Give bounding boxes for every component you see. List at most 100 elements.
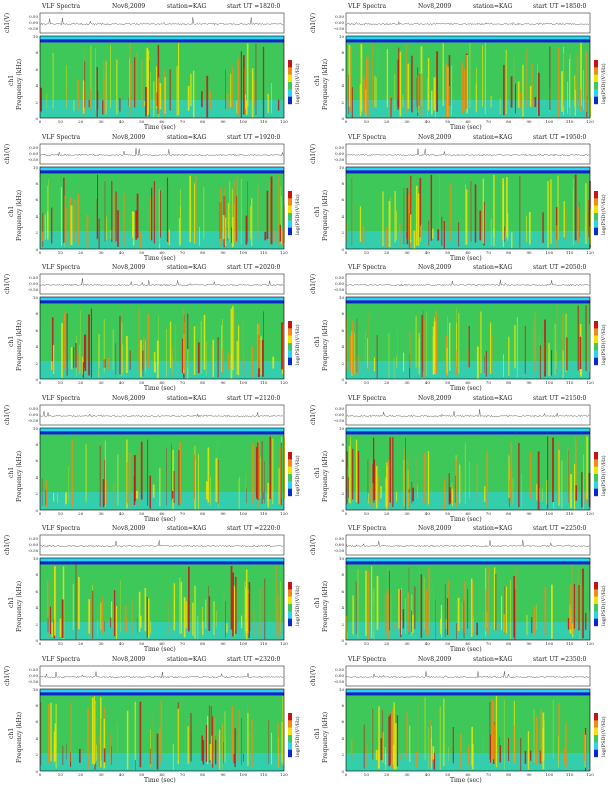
sferic-streak (212, 715, 214, 768)
sferic-streak (437, 228, 440, 240)
voltage-trace (345, 670, 590, 678)
sferic-streak (441, 216, 443, 246)
time-tick-label: 110 (259, 510, 268, 516)
sferic-streak (107, 357, 110, 371)
sferic-streak (536, 483, 538, 500)
sferic-streak (135, 209, 138, 240)
sferic-streak (537, 72, 540, 116)
sferic-streak (139, 231, 142, 248)
sferic-streak (100, 602, 102, 630)
sferic-streak (150, 196, 152, 240)
time-tick-label: 50 (445, 641, 451, 646)
sferic-streak (142, 350, 144, 371)
time-tick-label: 0 (344, 641, 348, 646)
sferic-streak (282, 695, 284, 765)
freq-axis-label: Frequency (kHz) (322, 580, 329, 632)
sferic-streak (563, 747, 566, 765)
ts-y-axis-label: ch1(V) (4, 143, 11, 164)
sferic-streak (435, 310, 437, 374)
time-tick-label: 50 (445, 771, 451, 777)
sferic-streak (166, 177, 169, 242)
spectrogram-band (40, 166, 284, 170)
sferic-streak (238, 709, 240, 762)
sferic-streak (112, 483, 115, 509)
sferic-streak (574, 89, 576, 116)
spectrogram-band (40, 561, 284, 565)
sferic-streak (431, 725, 432, 770)
sferic-streak (234, 727, 236, 767)
sferic-streak (485, 589, 487, 632)
sferic-streak (261, 440, 263, 504)
sferic-streak (98, 734, 100, 767)
sferic-streak (232, 572, 234, 637)
sferic-streak (152, 484, 155, 498)
sferic-streak (371, 709, 373, 769)
sferic-streak (443, 698, 445, 766)
time-tick-label: 0 (344, 510, 348, 516)
timeseries-plot (39, 404, 285, 425)
time-tick-label: 60 (159, 510, 165, 516)
colorbar-segment (594, 205, 598, 213)
sferic-streak (554, 323, 556, 375)
sferic-streak (407, 63, 410, 109)
sferic-streak (489, 701, 491, 760)
sferic-streak (432, 228, 434, 239)
sferic-streak (537, 450, 540, 510)
time-tick-label: 120 (280, 380, 288, 385)
colorbar (594, 582, 598, 627)
sferic-streak (490, 217, 492, 246)
sferic-streak (563, 200, 565, 237)
colorbar-segment (288, 321, 292, 329)
sferic-streak (363, 79, 365, 115)
time-tick-label: 70 (485, 380, 491, 385)
time-tick-label: 20 (384, 249, 390, 255)
sferic-streak (172, 449, 174, 509)
sferic-streak (508, 737, 510, 761)
voltage-trace (39, 278, 284, 287)
sferic-streak (515, 83, 516, 114)
sferic-streak (125, 335, 128, 373)
sferic-streak (557, 441, 559, 501)
panel-date: Nov8,2009 (112, 133, 146, 141)
sferic-streak (391, 708, 394, 768)
sferic-streak (140, 441, 143, 500)
channel-label: ch1 (8, 74, 15, 86)
ts-y-tick-label: 0.00 (29, 150, 38, 156)
freq-tick-label: 2 (35, 99, 38, 105)
sferic-streak (192, 602, 194, 636)
sferic-streak (201, 735, 203, 761)
sferic-streak (455, 458, 457, 508)
spectrogram-panel: VLF Spectra Nov8,2009 station=KAG start UT … (308, 394, 608, 524)
sferic-streak (103, 319, 105, 373)
sferic-streak (522, 64, 524, 117)
sferic-streak (470, 578, 473, 637)
sferic-streak (396, 714, 399, 766)
sferic-streak (65, 207, 67, 244)
sferic-streak (530, 451, 532, 499)
sferic-streak (352, 448, 354, 499)
sferic-streak (394, 722, 397, 769)
spectrogram-band (40, 169, 284, 174)
sferic-streak (129, 58, 130, 107)
sferic-streak (263, 311, 264, 378)
spectrogram-heatmap (345, 688, 591, 771)
sferic-streak (569, 604, 571, 634)
sferic-streak (526, 614, 528, 635)
panel-start-ut: start UT =2020:0 (227, 264, 281, 271)
sferic-streak (47, 579, 49, 638)
sferic-streak (203, 314, 206, 370)
sferic-streak (436, 334, 438, 374)
sferic-streak (439, 618, 442, 635)
sferic-streak (104, 180, 106, 241)
time-tick-label: 90 (220, 380, 226, 385)
freq-tick-label: 6 (35, 719, 38, 725)
sferic-streak (484, 203, 486, 241)
freq-tick-label: 6 (341, 458, 344, 464)
sferic-streak (561, 71, 563, 113)
sferic-streak (415, 315, 417, 368)
timeseries-plot (345, 273, 591, 295)
sferic-streak (460, 471, 462, 500)
sferic-streak (464, 442, 466, 504)
time-tick-label: 110 (565, 249, 574, 255)
time-axis-label: Time (sec) (144, 385, 176, 392)
